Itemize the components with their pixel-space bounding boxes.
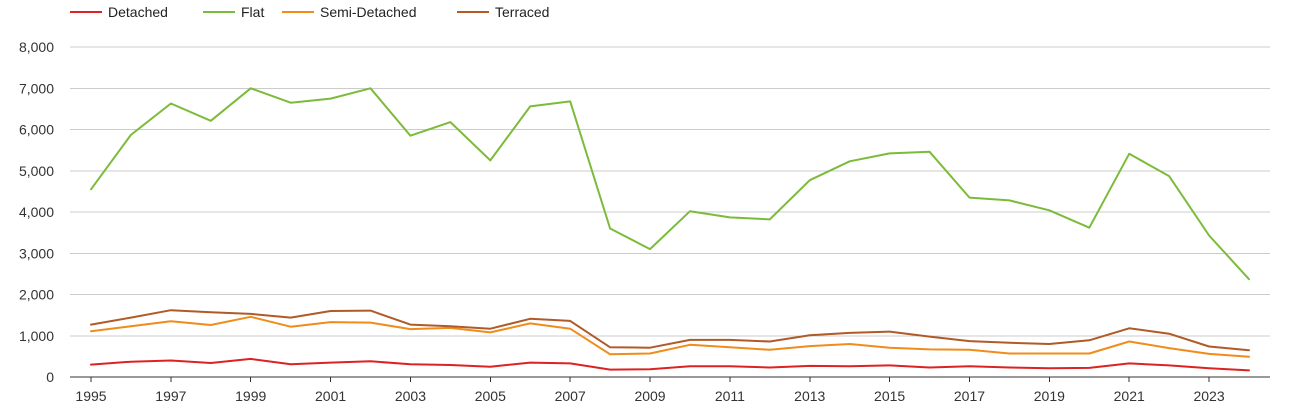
x-tick-label: 2005	[475, 388, 506, 404]
x-tick-label: 2023	[1193, 388, 1224, 404]
x-tick-label: 2021	[1114, 388, 1145, 404]
series-line-detached	[90, 357, 1250, 372]
x-tick-label: 2017	[954, 388, 985, 404]
legend-label-semi-detached: Semi-Detached	[320, 4, 417, 20]
series-line-terraced	[90, 309, 1250, 352]
y-tick-label: 2,000	[19, 287, 54, 303]
y-tick-label: 7,000	[19, 80, 54, 96]
y-tick-label: 3,000	[19, 245, 54, 261]
x-tick-label: 1999	[235, 388, 266, 404]
x-axis: 1995 1997 1999 2001 2003 2005 2007 2009 2011 2013…	[75, 377, 1225, 404]
x-tick-label: 1997	[155, 388, 186, 404]
x-tick-label: 2019	[1034, 388, 1065, 404]
legend: Detached Flat Semi-Detached Terraced	[70, 4, 549, 20]
x-tick-label: 2001	[315, 388, 346, 404]
x-tick-label: 2011	[715, 388, 745, 404]
y-tick-label: 4,000	[19, 204, 54, 220]
x-tick-label: 2015	[874, 388, 905, 404]
legend-label-flat: Flat	[241, 4, 264, 20]
y-tick-label: 8,000	[19, 39, 54, 55]
x-tick-label: 2009	[634, 388, 665, 404]
gridlines	[70, 46, 1270, 378]
x-tick-label: 1995	[75, 388, 106, 404]
series-line-semi-detached	[90, 315, 1250, 358]
y-axis: 0 1,000 2,000 3,000 4,000 5,000 6,000 7,000 8,00…	[19, 39, 54, 385]
y-tick-label: 0	[46, 369, 54, 385]
x-tick-label: 2003	[395, 388, 426, 404]
legend-label-detached: Detached	[108, 4, 168, 20]
y-tick-label: 1,000	[19, 328, 54, 344]
legend-label-terraced: Terraced	[495, 4, 549, 20]
series-lines	[90, 87, 1250, 372]
y-tick-label: 5,000	[19, 163, 54, 179]
series-line-flat	[90, 87, 1250, 281]
x-tick-label: 2007	[555, 388, 586, 404]
y-tick-label: 6,000	[19, 122, 54, 138]
x-tick-label: 2013	[794, 388, 825, 404]
